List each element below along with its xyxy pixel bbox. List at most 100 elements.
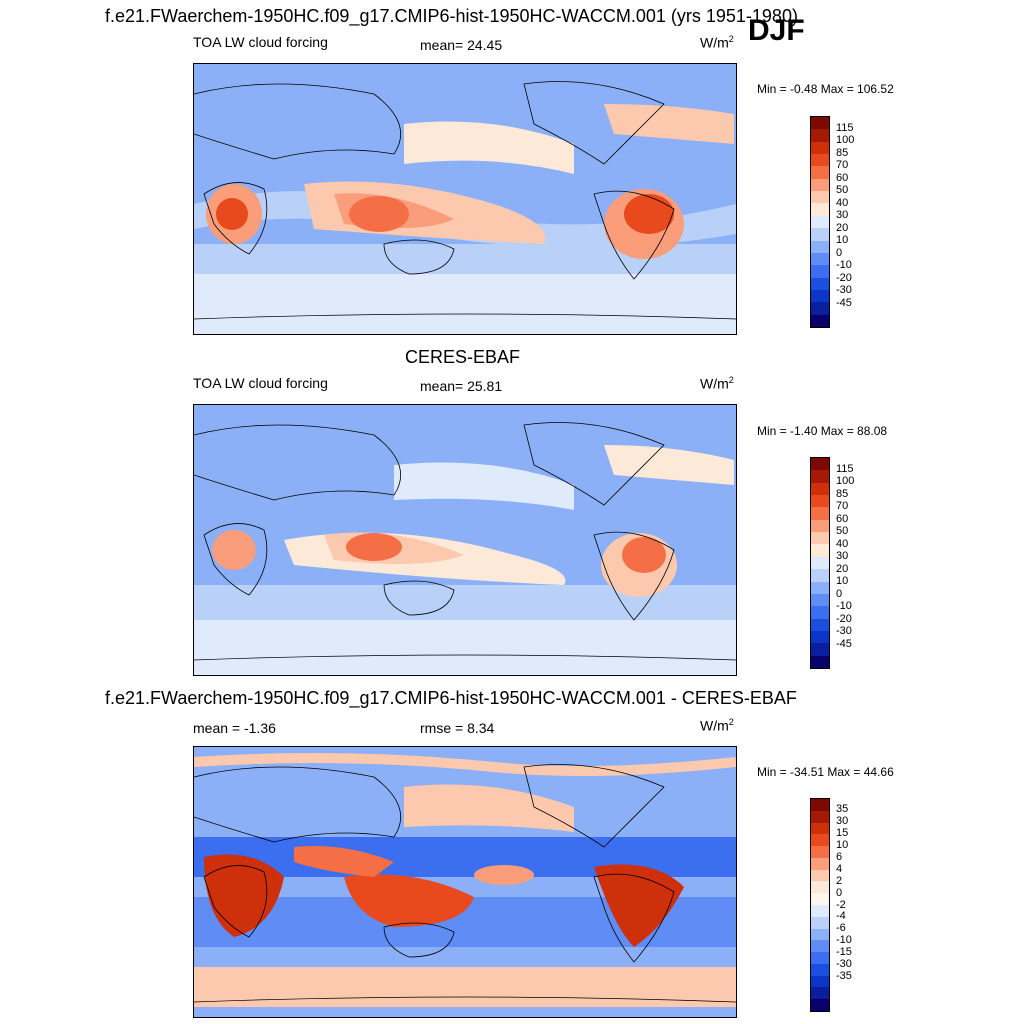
panel2-minmax-label: Min = -1.40 Max = 88.08 (757, 424, 888, 438)
colorbar-swatch (811, 191, 829, 204)
colorbar-swatch (811, 822, 829, 835)
colorbar-tick-label: 115 (836, 121, 854, 134)
colorbar-tick-label: -4 (836, 910, 846, 923)
colorbar-tick-label: 40 (836, 537, 849, 550)
colorbar-tick-label: 100 (836, 134, 855, 147)
panel2-units-label: W/m2 (700, 375, 734, 392)
colorbar-swatch (811, 215, 829, 229)
colorbar-tick-label: -30 (836, 284, 852, 297)
colorbar-swatch (811, 129, 829, 143)
panel1-colorbar-swatches (810, 116, 830, 328)
colorbar-swatch (811, 178, 829, 192)
colorbar-tick-label: -30 (836, 625, 852, 638)
colorbar-tick-label: -35 (836, 969, 852, 982)
colorbar-tick-label: 60 (836, 171, 849, 184)
colorbar-tick-label: 2 (836, 874, 843, 887)
colorbar-swatch (811, 940, 829, 953)
panel3-title: f.e21.FWaerchem-1950HC.f09_g17.CMIP6-his… (105, 688, 797, 708)
colorbar-swatch (811, 975, 829, 988)
colorbar-swatch (811, 834, 829, 847)
colorbar-swatch (811, 655, 829, 669)
figure-title: f.e21.FWaerchem-1950HC.f09_g17.CMIP6-his… (105, 6, 798, 26)
colorbar-tick-label: 0 (836, 587, 843, 600)
colorbar-tick-label: -20 (836, 271, 852, 284)
colorbar-swatch (811, 482, 829, 496)
colorbar-swatch (811, 544, 829, 558)
colorbar-tick-label: 40 (836, 196, 849, 209)
colorbar-swatch (811, 519, 829, 533)
colorbar-tick-label: -2 (836, 898, 846, 911)
colorbar-swatch (811, 963, 829, 977)
colorbar-swatch (811, 556, 829, 570)
colorbar-swatch (811, 630, 829, 644)
colorbar-tick-label: 20 (836, 221, 849, 234)
panel3-colorbar-swatches (810, 798, 830, 1012)
colorbar-swatch (811, 141, 829, 155)
colorbar-swatch (811, 117, 829, 130)
colorbar-swatch (811, 289, 829, 303)
colorbar-tick-label: -45 (836, 296, 852, 309)
colorbar-tick-label: 85 (836, 146, 849, 159)
colorbar-swatch (811, 643, 829, 657)
panel2-variable-label: TOA LW cloud forcing (193, 375, 328, 391)
colorbar-tick-label: 70 (836, 159, 849, 172)
colorbar-swatch (811, 905, 829, 918)
colorbar-swatch (811, 846, 829, 859)
colorbar-tick-label: -30 (836, 957, 852, 970)
colorbar-swatch (811, 569, 829, 583)
colorbar-swatch (811, 916, 829, 930)
colorbar-swatch (811, 265, 829, 279)
panel3-rmse-label: rmse = 8.34 (420, 720, 495, 736)
colorbar-swatch (811, 495, 829, 508)
colorbar-swatch (811, 799, 829, 812)
colorbar-swatch (811, 869, 829, 882)
colorbar-tick-label: 35 (836, 803, 849, 816)
colorbar-swatch (811, 606, 829, 620)
colorbar-swatch (811, 302, 829, 316)
colorbar-tick-label: 0 (836, 886, 843, 899)
colorbar-tick-label: 20 (836, 562, 849, 575)
colorbar-tick-label: 70 (836, 500, 849, 513)
colorbar-tick-label: 10 (836, 575, 849, 588)
panel3-map (193, 746, 737, 1018)
colorbar-tick-label: 0 (836, 246, 843, 259)
colorbar-tick-label: 6 (836, 850, 843, 863)
colorbar-tick-label: -20 (836, 612, 852, 625)
colorbar-swatch (811, 458, 829, 471)
colorbar-swatch (811, 277, 829, 291)
colorbar-swatch (811, 470, 829, 484)
panel3-minmax-label: Min = -34.51 Max = 44.66 (757, 765, 894, 779)
panel1-minmax-label: Min = -0.48 Max = 106.52 (757, 82, 894, 96)
colorbar-swatch (811, 893, 829, 906)
colorbar-tick-label: -10 (836, 934, 852, 947)
colorbar-tick-label: 30 (836, 209, 849, 222)
panel2-title: CERES-EBAF (405, 347, 521, 367)
colorbar-tick-label: 50 (836, 184, 849, 197)
colorbar-swatch (811, 928, 829, 941)
colorbar-swatch (811, 952, 829, 965)
colorbar-swatch (811, 581, 829, 595)
panel1-mean-label: mean= 24.45 (420, 37, 503, 53)
colorbar-swatch (811, 857, 829, 871)
colorbar-swatch (811, 240, 829, 254)
colorbar-tick-label: 10 (836, 234, 849, 247)
colorbar-tick-label: 10 (836, 839, 849, 852)
panel1-map (193, 63, 737, 335)
colorbar-swatch (811, 203, 829, 217)
colorbar-swatch (811, 228, 829, 242)
colorbar-tick-label: 50 (836, 525, 849, 538)
panel1-variable-label: TOA LW cloud forcing (193, 34, 328, 50)
colorbar-swatch (811, 507, 829, 521)
panel2-map (193, 404, 737, 676)
colorbar-tick-label: 4 (836, 862, 843, 875)
colorbar-tick-label: 100 (836, 475, 855, 488)
panel2-colorbar-swatches (810, 457, 830, 669)
colorbar-tick-label: -10 (836, 600, 852, 613)
colorbar-swatch (811, 987, 829, 1000)
colorbar-swatch (811, 314, 829, 328)
colorbar-swatch (811, 532, 829, 545)
colorbar-swatch (811, 881, 829, 894)
panel3-units-label: W/m2 (700, 717, 734, 734)
colorbar-swatch (811, 999, 829, 1012)
colorbar-tick-label: 60 (836, 512, 849, 525)
